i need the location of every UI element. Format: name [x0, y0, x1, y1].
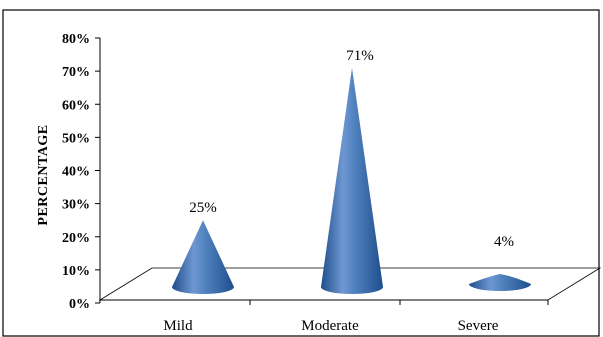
y-tick-label: 50% — [62, 131, 90, 146]
y-tick-label: 70% — [62, 65, 90, 80]
y-tick-label: 20% — [62, 231, 90, 246]
y-tick-label: 10% — [62, 264, 90, 279]
y-tick-label: 60% — [62, 98, 90, 113]
category-label-moderate: Moderate — [301, 318, 359, 334]
data-labels: 25% 71% 4% — [189, 48, 514, 250]
y-axis-label: PERCENTAGE — [36, 124, 51, 225]
cone-series — [172, 67, 531, 294]
x-axis-categories: Mild Moderate Severe — [163, 300, 549, 334]
data-label-severe: 4% — [494, 234, 514, 250]
cone-mild — [172, 220, 234, 294]
y-tick-label: 80% — [62, 32, 90, 47]
cone-body — [469, 274, 531, 291]
category-label-mild: Mild — [163, 318, 193, 334]
data-label-moderate: 71% — [346, 48, 374, 64]
y-tick-label: 40% — [62, 165, 90, 180]
cone-severe — [469, 274, 531, 291]
data-label-mild: 25% — [189, 200, 217, 216]
y-tick-label: 0% — [69, 297, 90, 312]
category-label-severe: Severe — [458, 318, 499, 334]
y-tick-label: 30% — [62, 198, 90, 213]
cone-moderate — [321, 67, 383, 294]
y-axis-ticks: 0% 10% 20% 30% 40% 50% 60% 70% 80% — [62, 32, 100, 312]
cone-body — [172, 220, 234, 294]
cone-body — [321, 67, 383, 294]
